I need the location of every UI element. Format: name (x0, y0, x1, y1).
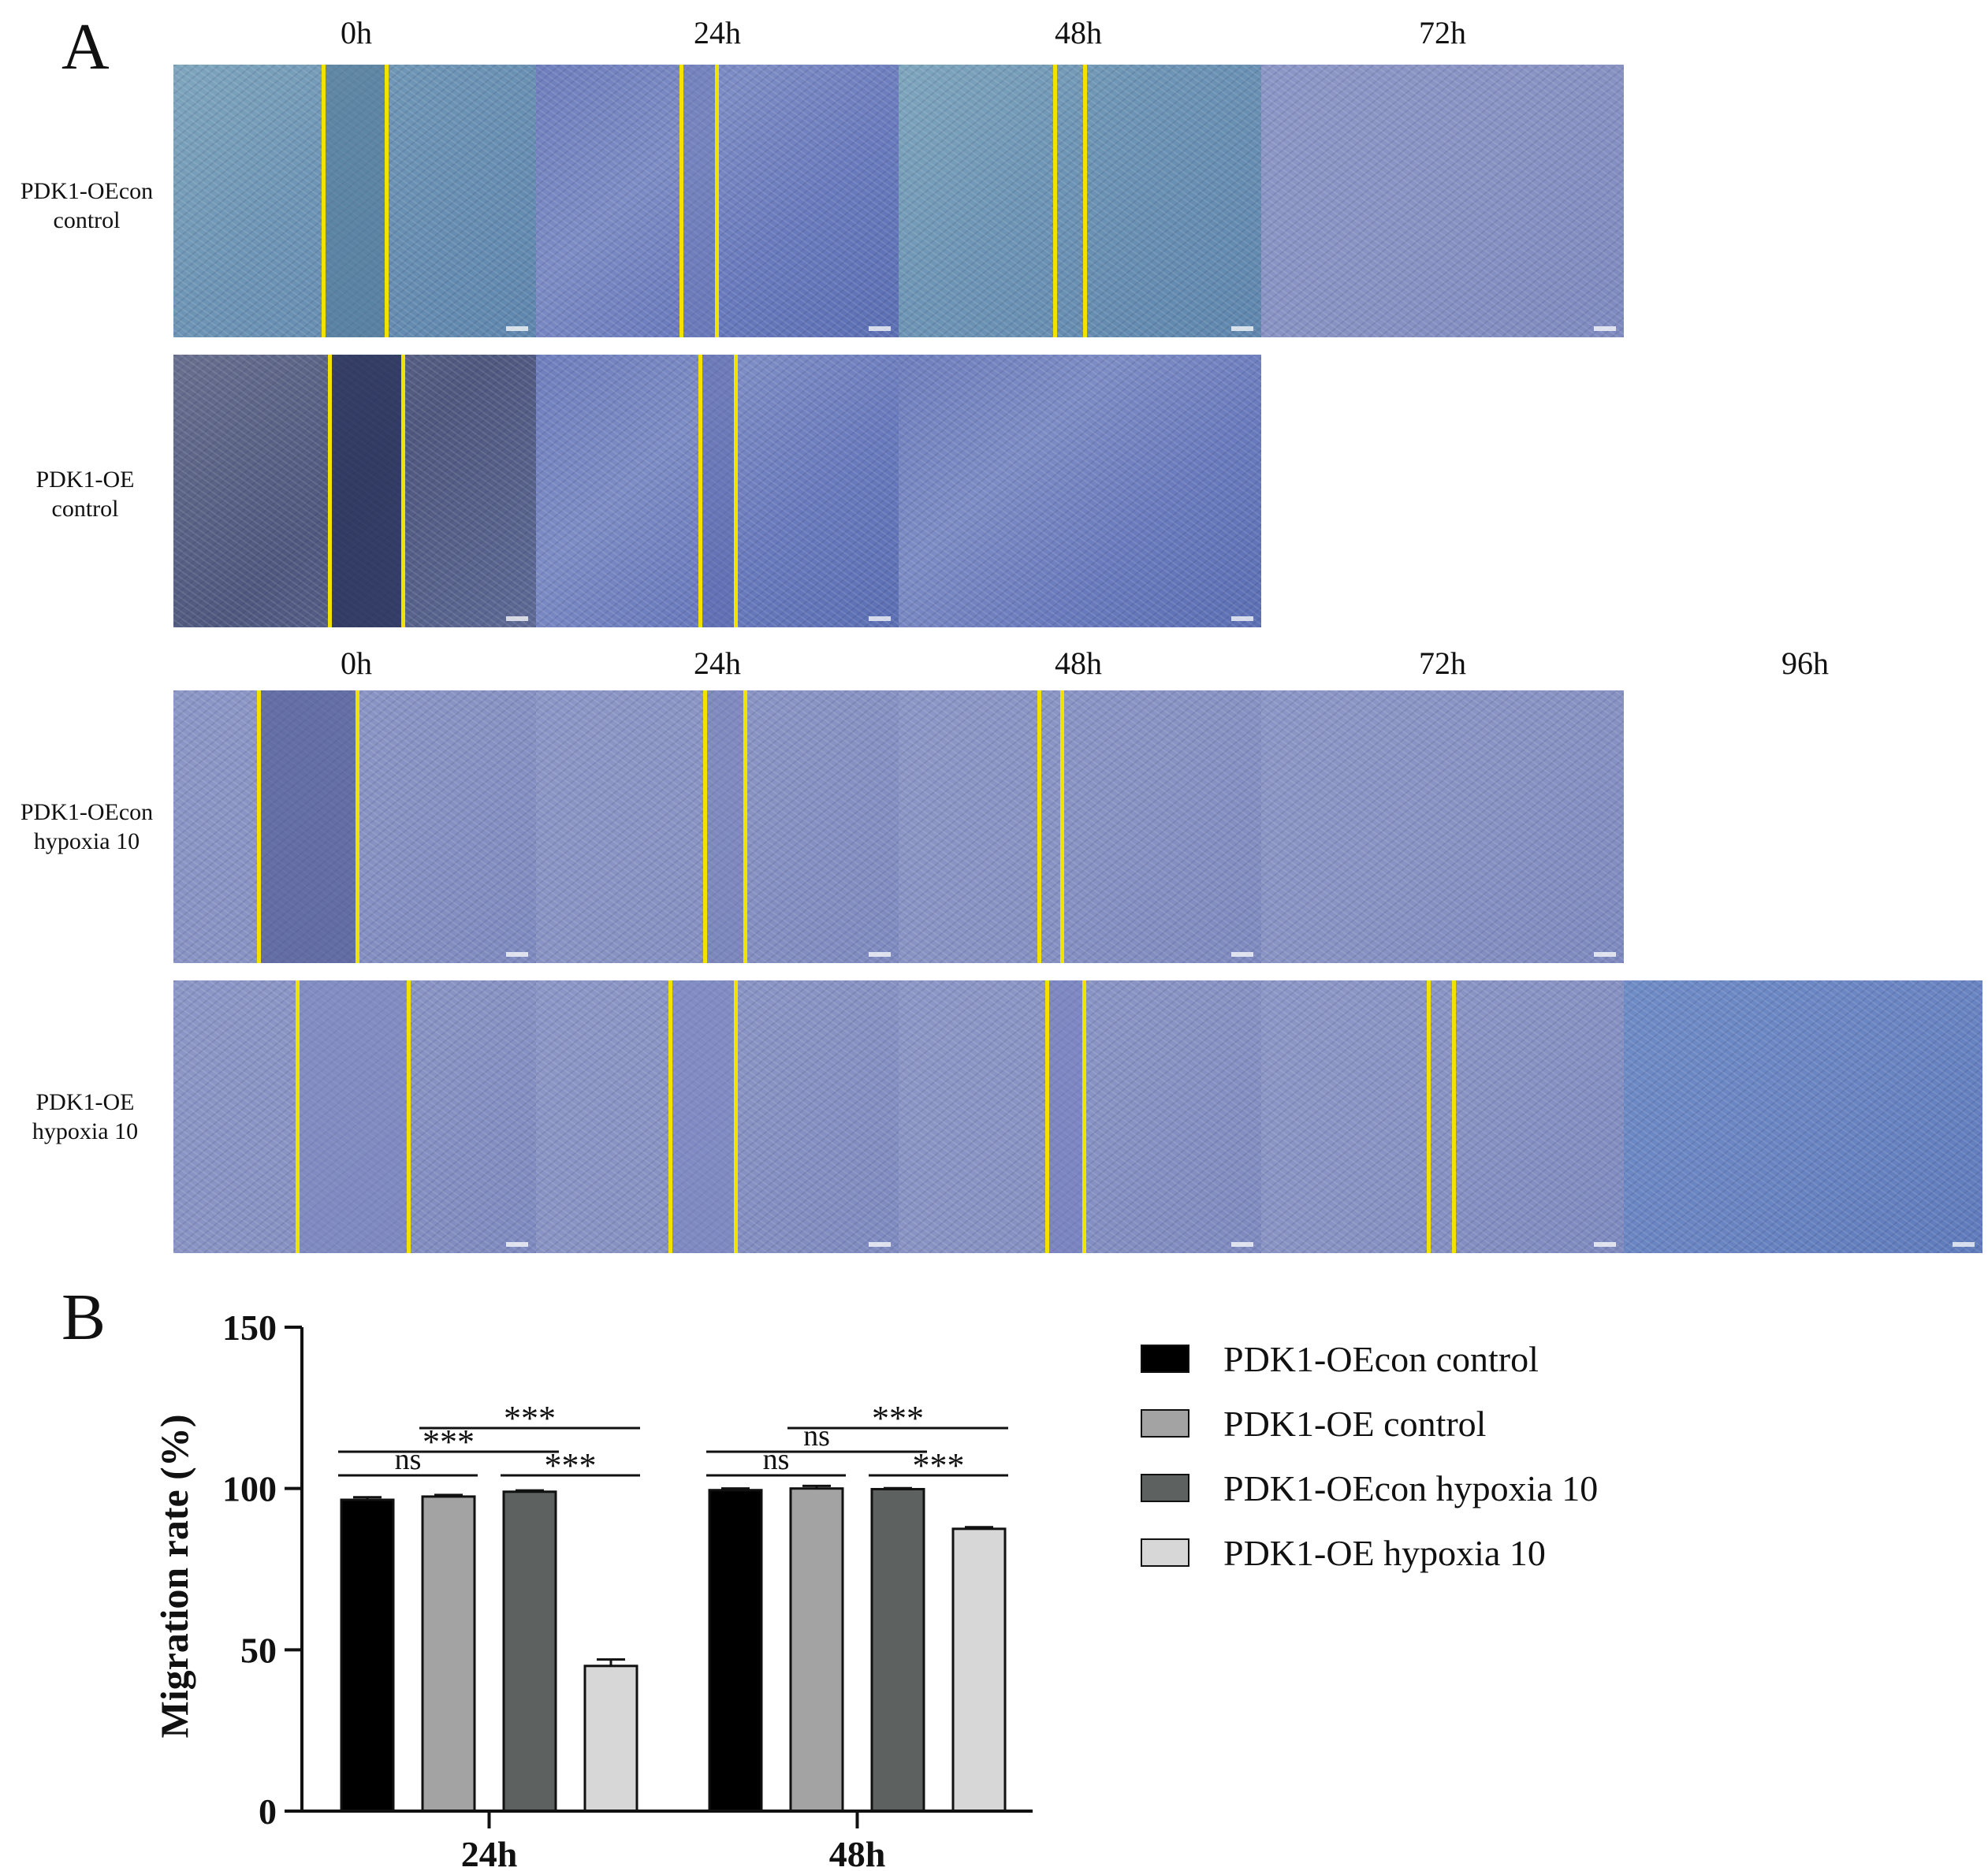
time-label-bottom-1: 24h (694, 645, 741, 681)
micrograph-r4-96h (1624, 980, 1982, 1253)
bar-24h-series-3 (583, 1665, 638, 1813)
bar-48h-series-2 (870, 1487, 925, 1813)
sig-label-2: *** (504, 1399, 556, 1438)
row-label-2-line2: control (51, 496, 119, 522)
bar-48h-series-3 (951, 1527, 1007, 1813)
micrograph-r3-72h (1261, 690, 1624, 963)
micrograph-r2-48h (899, 355, 1261, 627)
micrograph-r1-48h (899, 65, 1261, 337)
bar-48h-series-0 (708, 1489, 763, 1813)
time-label-bottom-4: 96h (1781, 645, 1829, 681)
sig-label-0: ns (395, 1443, 422, 1476)
bar-24h-series-0 (340, 1498, 395, 1813)
row-label-2-line1: PDK1-OE (35, 467, 135, 493)
legend-swatch-1 (1141, 1409, 1189, 1438)
micrograph-r4-24h (536, 980, 899, 1253)
bar-24h-series-2 (502, 1490, 557, 1813)
sig-label-7: *** (913, 1446, 965, 1485)
x-tick-label-24h: 24h (461, 1834, 518, 1871)
micrograph-r1-0h (173, 65, 536, 337)
row-label-4-line1: PDK1-OE (35, 1089, 135, 1115)
time-label-top-3: 72h (1419, 15, 1466, 50)
panel-b-letter: B (61, 1281, 106, 1354)
y-tick-label-0: 0 (259, 1791, 277, 1832)
x-tick-label-48h: 48h (829, 1834, 886, 1871)
row-label-3-line2: hypoxia 10 (33, 828, 140, 854)
row-label-1: PDK1-OEcon control (8, 177, 166, 235)
sig-label-5: ns (803, 1419, 830, 1453)
row-label-4-line2: hypoxia 10 (32, 1118, 139, 1144)
row-label-2: PDK1-OE control (6, 465, 164, 523)
micrograph-r3-48h (899, 690, 1261, 963)
bar-48h-series-1 (789, 1487, 844, 1813)
row-label-1-line2: control (53, 207, 121, 233)
panel-a-letter: A (61, 10, 110, 84)
row-label-1-line1: PDK1-OEcon (20, 178, 154, 204)
legend-swatch-0 (1141, 1345, 1189, 1373)
row-label-3-line1: PDK1-OEcon (20, 799, 154, 825)
row-label-3: PDK1-OEcon hypoxia 10 (8, 798, 166, 856)
sig-label-3: *** (545, 1446, 597, 1485)
sig-label-6: *** (872, 1399, 924, 1438)
y-tick-label-3: 150 (222, 1307, 277, 1348)
y-axis-title: Migration rate (%) (152, 1415, 196, 1739)
micrograph-r2-0h (173, 355, 536, 627)
legend-label-0: PDK1-OEcon control (1223, 1339, 1539, 1379)
sig-label-4: ns (763, 1443, 790, 1476)
time-label-top-1: 24h (694, 15, 741, 50)
micrograph-r3-24h (536, 690, 899, 963)
micrograph-r4-72h (1261, 980, 1624, 1253)
y-tick-label-2: 100 (222, 1469, 277, 1509)
time-label-top-0: 0h (341, 15, 372, 50)
y-tick-label-1: 50 (240, 1630, 277, 1670)
legend-swatch-2 (1141, 1474, 1189, 1502)
time-label-bottom-0: 0h (341, 645, 372, 681)
legend-label-2: PDK1-OEcon hypoxia 10 (1223, 1468, 1599, 1508)
time-label-top-2: 48h (1055, 15, 1102, 50)
micrograph-r4-48h (899, 980, 1261, 1253)
micrograph-r1-72h (1261, 65, 1624, 337)
time-label-bottom-2: 48h (1055, 645, 1102, 681)
micrograph-r3-0h (173, 690, 536, 963)
legend-swatch-3 (1141, 1538, 1189, 1567)
row-label-4: PDK1-OE hypoxia 10 (6, 1088, 164, 1146)
time-label-bottom-3: 72h (1419, 645, 1466, 681)
legend-label-3: PDK1-OE hypoxia 10 (1223, 1533, 1546, 1573)
legend-label-1: PDK1-OE control (1223, 1404, 1487, 1444)
micrograph-r4-0h (173, 980, 536, 1253)
micrograph-r2-24h (536, 355, 899, 627)
micrograph-r1-24h (536, 65, 899, 337)
bar-24h-series-1 (421, 1495, 476, 1813)
